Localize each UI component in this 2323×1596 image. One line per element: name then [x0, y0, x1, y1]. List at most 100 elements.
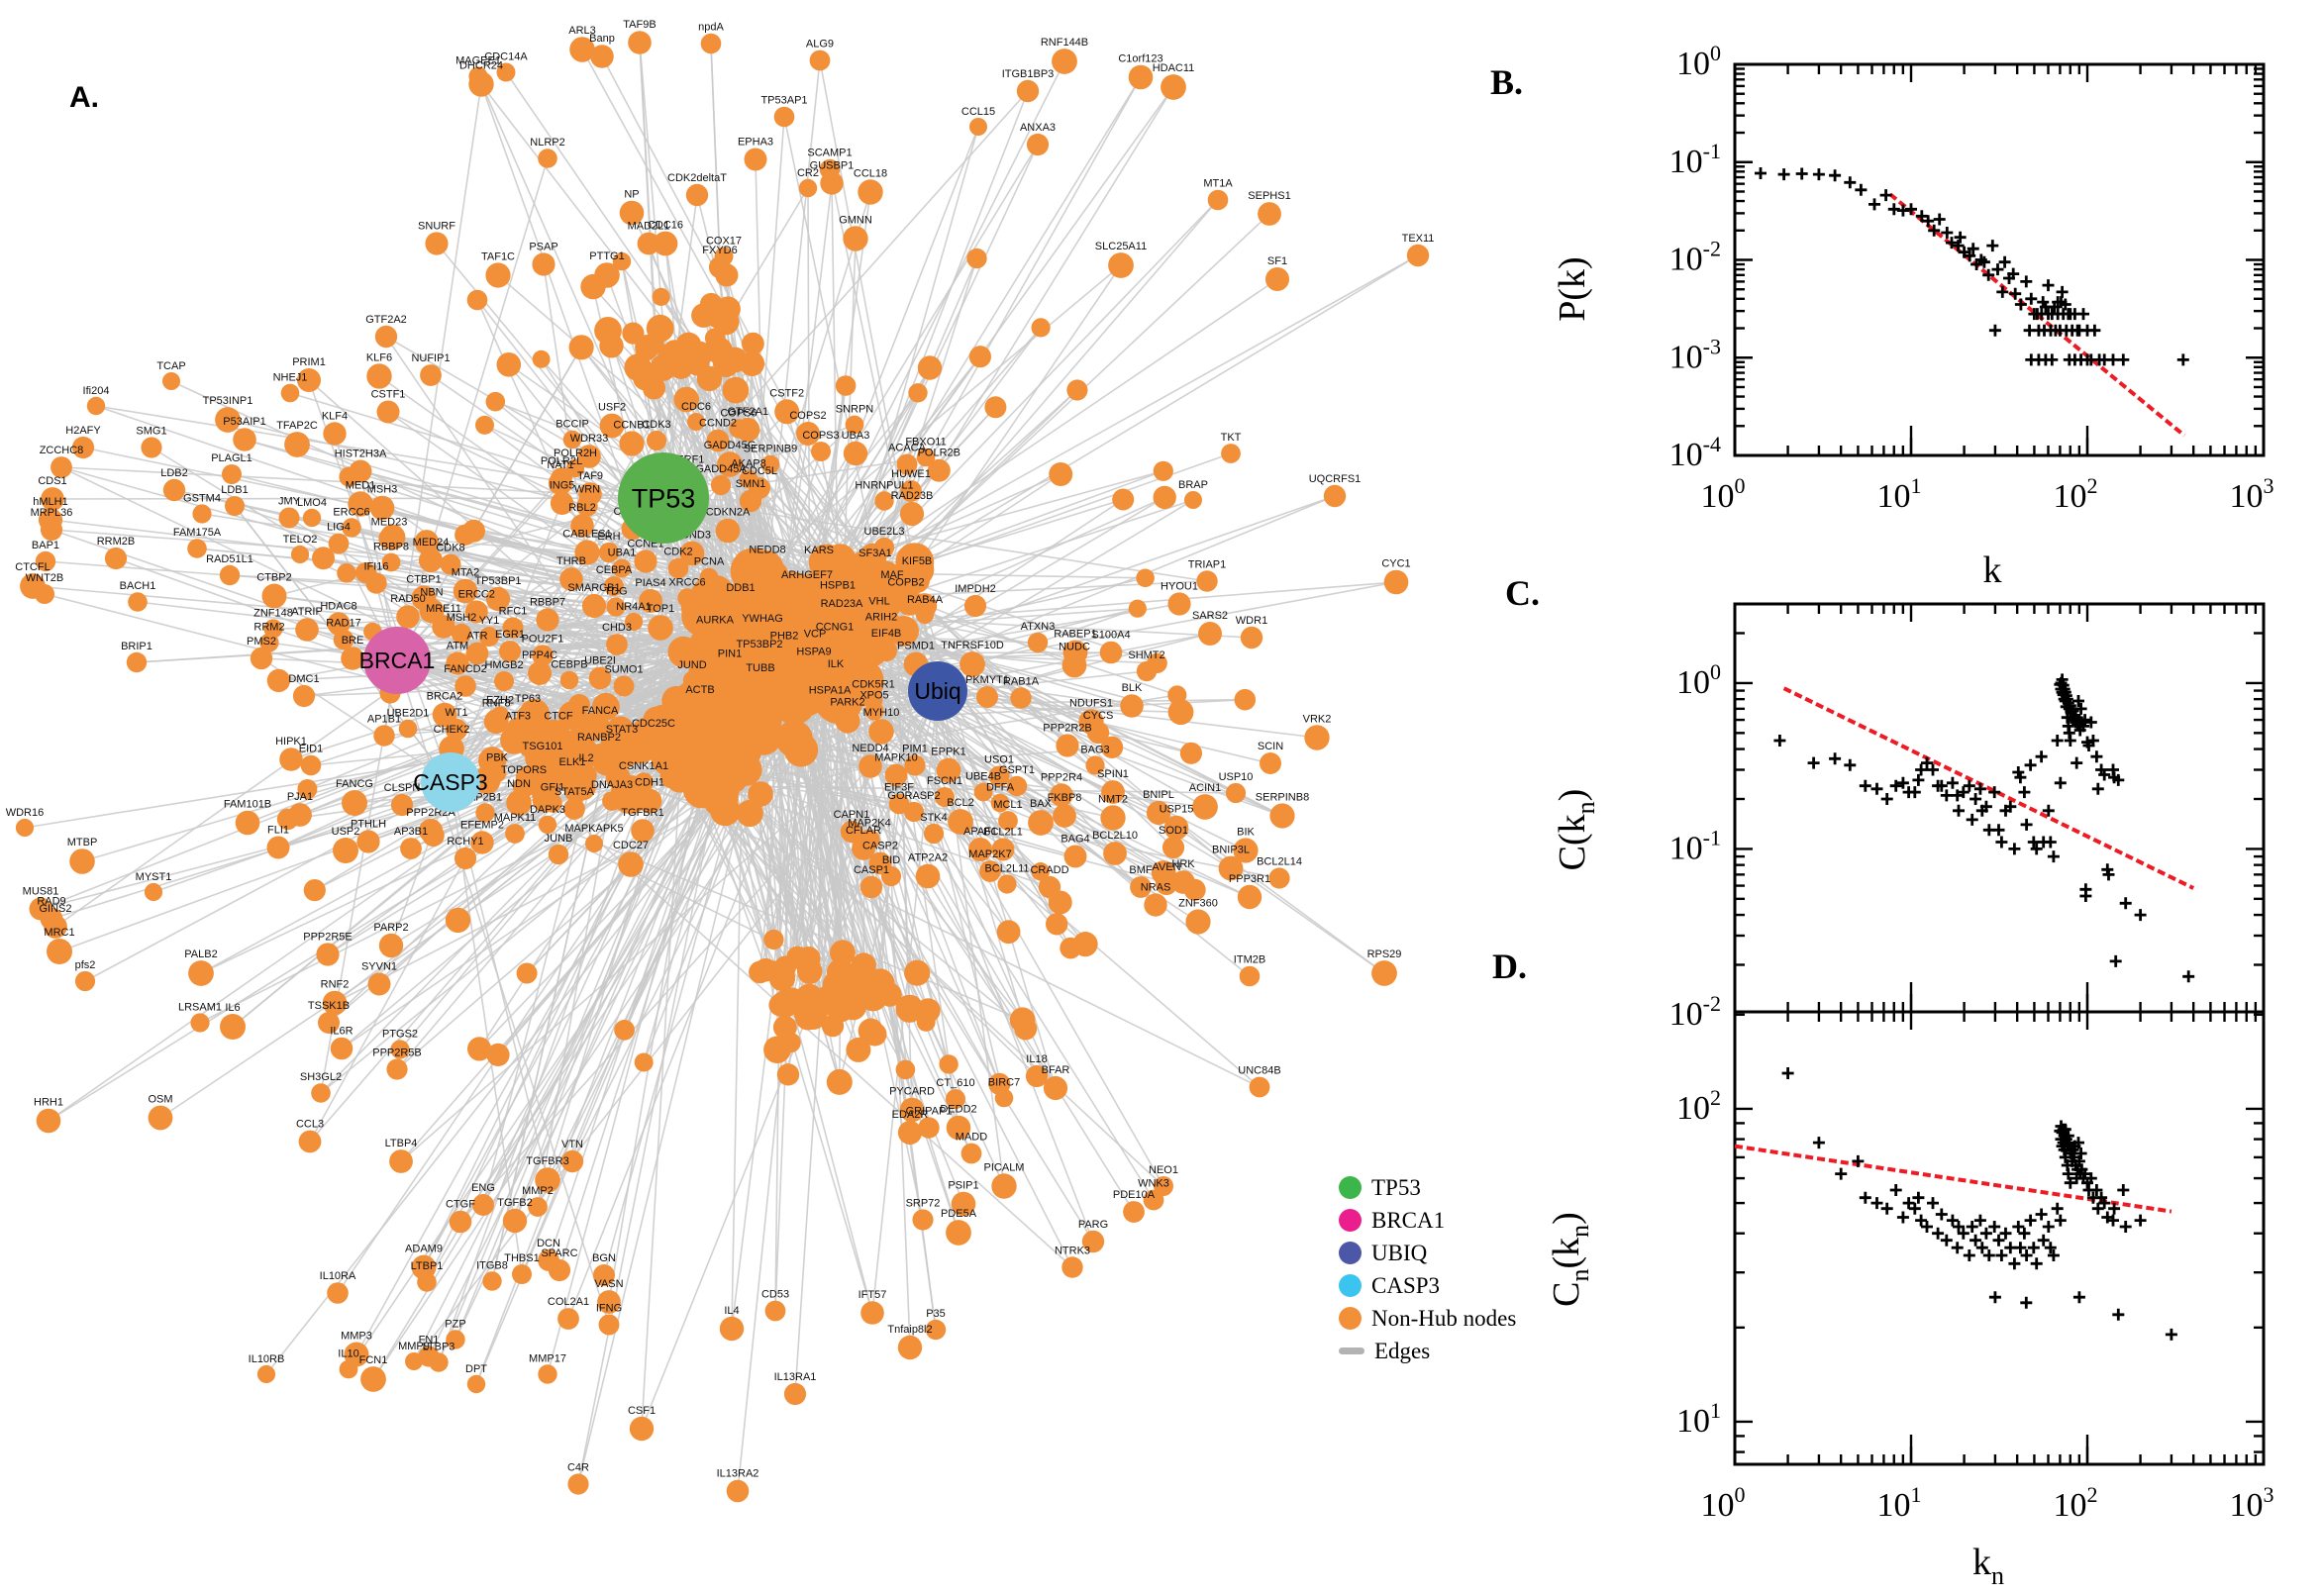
scatter-point — [2117, 1184, 2130, 1196]
network-node — [863, 575, 897, 609]
network-node — [366, 363, 392, 389]
network-node — [188, 960, 214, 986]
network-node — [475, 803, 495, 823]
network-node — [563, 798, 585, 820]
network-node — [420, 364, 442, 386]
network-node — [328, 533, 350, 554]
scatter-point — [1755, 167, 1767, 179]
scatter-point — [1973, 1214, 1986, 1227]
network-edge — [839, 327, 1042, 560]
network-node — [302, 508, 322, 528]
network-node — [612, 558, 632, 578]
scatter-point — [2018, 786, 2031, 799]
network-node — [717, 646, 755, 682]
scatter-point — [1999, 1227, 2012, 1240]
network-edge — [914, 470, 1164, 563]
network-node — [15, 818, 35, 838]
scatter-point — [1963, 779, 1975, 792]
legend-label: Edges — [1374, 1338, 1431, 1363]
scatter-point — [1835, 1167, 1848, 1180]
network-node — [1192, 794, 1218, 820]
network-node — [502, 1208, 528, 1234]
network-node — [386, 1058, 408, 1080]
network-node — [562, 430, 582, 449]
xlabel-kn: kn — [1972, 1542, 2004, 1590]
network-node — [162, 372, 180, 390]
network-node — [628, 31, 652, 54]
network-node — [948, 809, 973, 835]
network-node — [912, 1209, 934, 1231]
legend-dot-swatch — [1339, 1307, 1362, 1330]
network-node — [1184, 491, 1202, 509]
network-node — [899, 501, 925, 527]
scatter-point — [1992, 1234, 2005, 1247]
panel-label-c: C. — [1505, 573, 1540, 613]
scatter-point — [2008, 1257, 2021, 1270]
scatter-point — [1889, 1184, 1902, 1196]
network-edge — [789, 690, 939, 1044]
network-edge — [913, 264, 1122, 570]
network-node — [550, 491, 574, 515]
network-node — [763, 929, 784, 950]
scatter-point — [1908, 786, 1921, 799]
network-node — [295, 618, 319, 642]
network-node — [86, 396, 106, 416]
network-node — [250, 647, 273, 670]
scatter-point — [1915, 1214, 1928, 1227]
network-node — [261, 583, 287, 609]
scatter-point — [1940, 1234, 1953, 1247]
scatter-point — [1812, 1137, 1825, 1149]
network-node — [560, 1149, 584, 1173]
network-node — [356, 830, 380, 853]
network-node — [925, 1319, 947, 1341]
network-node — [796, 422, 820, 446]
legend-item-edges: Edges — [1339, 1335, 1516, 1367]
network-node — [619, 431, 645, 456]
network-node — [494, 671, 514, 691]
network-node — [478, 747, 507, 775]
scatter-point — [1844, 758, 1857, 771]
network-node — [597, 1290, 621, 1314]
network-node — [220, 1014, 246, 1040]
scatter-point — [2020, 275, 2033, 288]
network-node — [71, 436, 95, 459]
legend-dot-swatch — [1339, 1242, 1362, 1264]
scatter-point — [2182, 970, 2195, 983]
panel-c-points — [1773, 673, 2195, 983]
network-node — [988, 765, 1010, 787]
scatter-point — [1946, 1214, 1959, 1227]
network-node — [330, 1037, 354, 1060]
network-edge — [835, 126, 979, 633]
network-node — [451, 623, 472, 645]
panel-b-ytick-label: 100 — [1676, 41, 1721, 82]
scatter-point — [1946, 776, 1959, 789]
network-node — [859, 875, 883, 899]
network-node — [505, 824, 525, 844]
scatter-point — [1870, 782, 1883, 795]
network-node — [1052, 49, 1077, 74]
scatter-point — [1995, 836, 2008, 848]
network-node — [235, 810, 260, 836]
network-node — [36, 1108, 61, 1134]
network-node — [369, 495, 395, 521]
network-node — [148, 1105, 173, 1131]
panel-d-plot: 102 101 100 101 102 103 — [1676, 1010, 2274, 1524]
network-node — [333, 629, 354, 650]
scatter-point — [1995, 1249, 2008, 1261]
network-node — [126, 651, 148, 673]
network-node — [858, 754, 882, 778]
scatter-point — [1915, 763, 1928, 776]
network-node — [532, 252, 556, 276]
network-node — [279, 748, 303, 771]
network-node — [1010, 687, 1032, 709]
network-edge — [830, 199, 1219, 603]
network-node — [646, 430, 667, 451]
network-node — [754, 668, 803, 719]
network-node — [739, 489, 762, 513]
network-node — [1144, 893, 1167, 917]
network-edge — [334, 690, 939, 1004]
network-node — [1146, 800, 1171, 826]
network-node — [904, 959, 931, 986]
network-node — [783, 1382, 807, 1406]
panel-label-d: D. — [1492, 947, 1527, 986]
